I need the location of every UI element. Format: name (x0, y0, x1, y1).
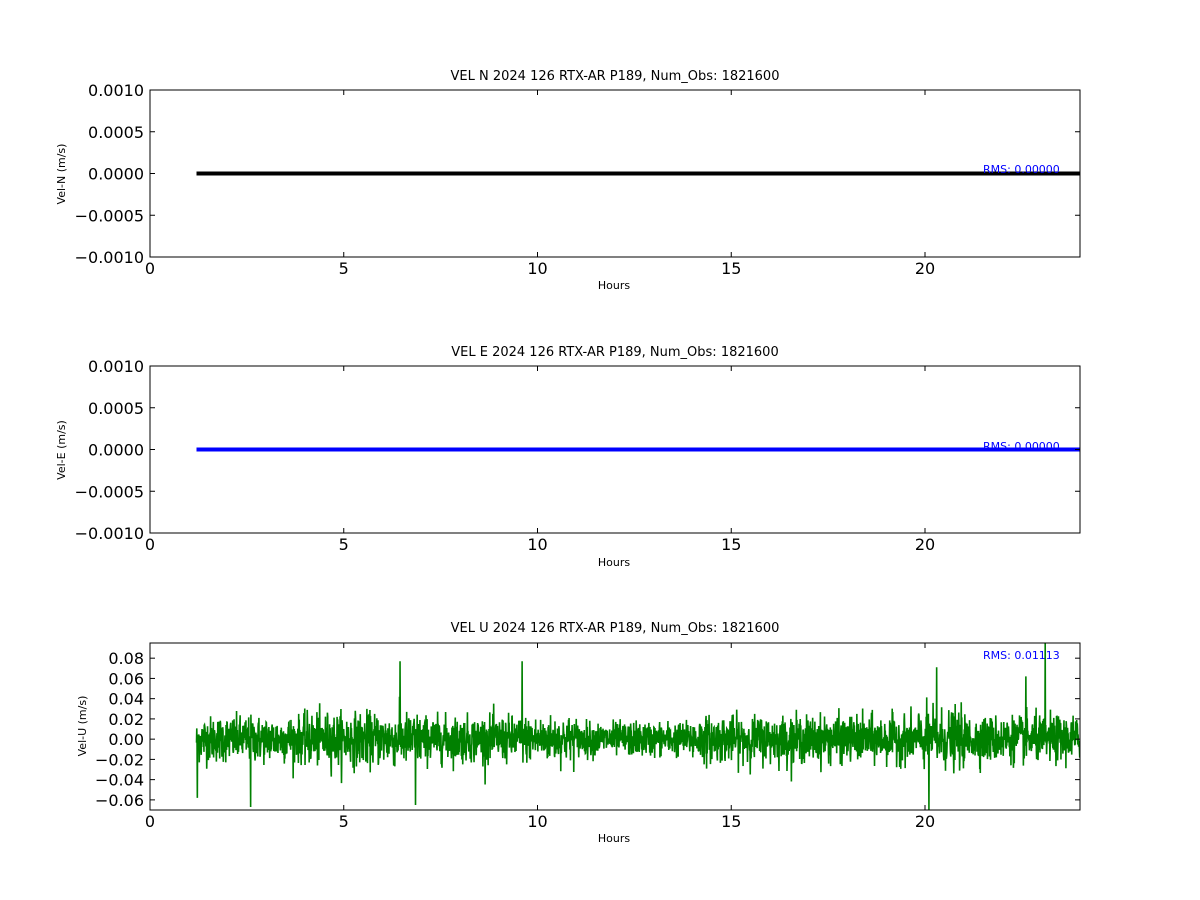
vel-u-axes-frame (149, 642, 1081, 811)
vel-u-y-ticks: −0.06−0.04 −0.020.000.020.04 0.060.08 (95, 649, 1080, 810)
vel-u-title: VEL U 2024 126 RTX-AR P189, Num_Obs: 182… (451, 621, 780, 636)
vel-u-rms-annotation: RMS: 0.01113 (983, 649, 1060, 662)
vel-e-y-axis-label: Vel-E (m/s) (55, 420, 68, 480)
vel-n-x-axis-label: Hours (598, 279, 630, 292)
vel-n-panel: VEL N 2024 126 RTX-AR P189, Num_Obs: 182… (55, 69, 1081, 292)
vel-e-panel: VEL E 2024 126 RTX-AR P189, Num_Obs: 182… (55, 345, 1081, 569)
y-tick-label: 0.0005 (88, 399, 144, 418)
x-tick-label: 5 (339, 259, 349, 278)
x-tick-label: 0 (145, 259, 155, 278)
x-tick-label: 10 (527, 535, 547, 554)
y-tick-label: 0.08 (108, 649, 144, 668)
y-tick-label: 0.0010 (88, 81, 144, 100)
vel-u-y-axis-label: Vel-U (m/s) (76, 696, 89, 757)
y-tick-label: 0.0010 (88, 357, 144, 376)
y-tick-label: −0.0010 (75, 248, 144, 267)
x-tick-label: 10 (527, 812, 547, 831)
vel-e-title: VEL E 2024 126 RTX-AR P189, Num_Obs: 182… (451, 345, 778, 360)
vel-u-x-ticks: 0 5 10 15 20 (145, 643, 935, 831)
vel-u-panel: VEL U 2024 126 RTX-AR P189, Num_Obs: 182… (76, 621, 1081, 845)
vel-e-y-ticks: −0.0010 −0.0005 0.0000 0.0005 0.0010 (75, 357, 1080, 543)
y-tick-label: 0.00 (108, 730, 144, 749)
y-tick-label: 0.06 (108, 669, 144, 688)
y-tick-label: 0.0005 (88, 123, 144, 142)
y-tick-label: −0.06 (95, 791, 144, 810)
vel-u-series-line (195, 643, 1080, 810)
x-tick-label: 20 (915, 535, 935, 554)
vel-e-rms-annotation: RMS: 0.00000 (983, 440, 1060, 453)
x-tick-label: 20 (915, 812, 935, 831)
x-tick-label: 20 (915, 259, 935, 278)
y-tick-label: 0.04 (108, 690, 144, 709)
x-tick-label: 15 (721, 535, 741, 554)
x-tick-label: 5 (339, 812, 349, 831)
vel-n-y-axis-label: Vel-N (m/s) (55, 144, 68, 205)
y-tick-label: 0.02 (108, 710, 144, 729)
x-tick-label: 15 (721, 259, 741, 278)
vel-u-x-axis-label: Hours (598, 832, 630, 845)
y-tick-label: −0.0005 (75, 482, 144, 501)
vel-e-x-ticks: 0 5 10 15 20 (145, 366, 935, 554)
vel-n-rms-annotation: RMS: 0.00000 (983, 163, 1060, 176)
x-tick-label: 10 (527, 259, 547, 278)
vel-n-y-ticks: −0.0010 −0.0005 0.0000 0.0005 0.0010 (75, 81, 1080, 267)
x-tick-label: 15 (721, 812, 741, 831)
vel-u-plot-area (195, 643, 1080, 810)
y-tick-label: −0.02 (95, 750, 144, 769)
x-tick-label: 0 (145, 535, 155, 554)
x-tick-label: 5 (339, 535, 349, 554)
vel-n-x-ticks: 0 5 10 15 20 (145, 90, 935, 278)
vel-n-title: VEL N 2024 126 RTX-AR P189, Num_Obs: 182… (451, 69, 780, 84)
y-tick-label: 0.0000 (88, 441, 144, 460)
x-tick-label: 0 (145, 812, 155, 831)
vel-e-x-axis-label: Hours (598, 556, 630, 569)
y-tick-label: −0.0005 (75, 206, 144, 225)
y-tick-label: 0.0000 (88, 165, 144, 184)
y-tick-label: −0.0010 (75, 524, 144, 543)
y-tick-label: −0.04 (95, 771, 144, 790)
